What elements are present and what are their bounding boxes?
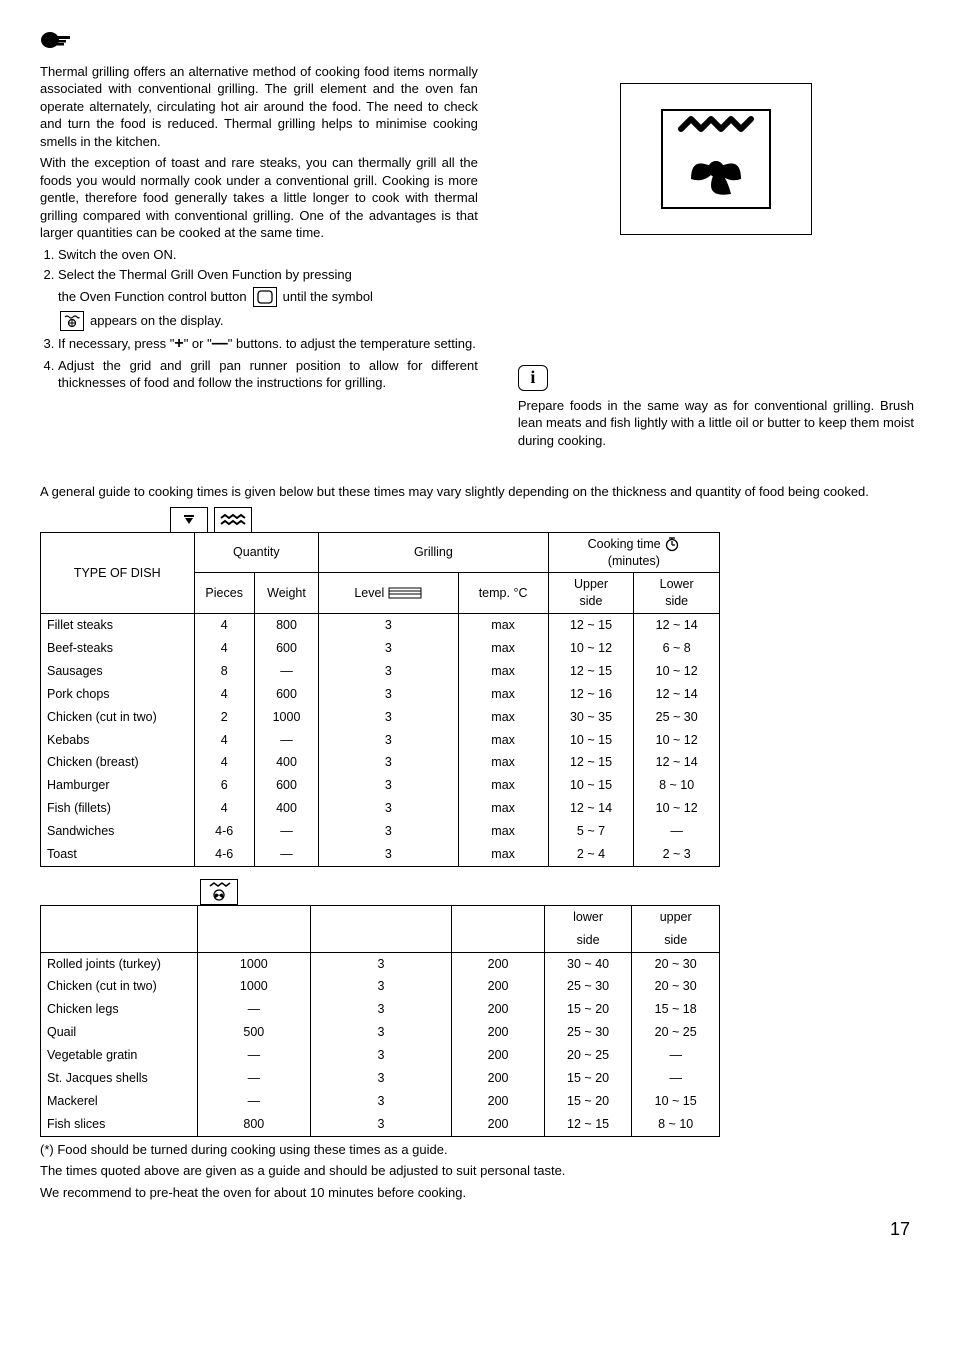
table-row: Fish slices800320012 ~ 158 ~ 10 — [41, 1113, 720, 1136]
oven-function-button-icon — [253, 287, 277, 307]
table-row: Vegetable gratin—320020 ~ 25— — [41, 1044, 720, 1067]
table-row: Pork chops46003max12 ~ 1612 ~ 14 — [41, 683, 720, 706]
fan-grill-icon — [200, 879, 238, 905]
table-row: Rolled joints (turkey)1000320030 ~ 4020 … — [41, 952, 720, 975]
t1-type-header: TYPE OF DISH — [41, 532, 195, 614]
intro-para-1: Thermal grilling offers an alternative m… — [40, 63, 478, 151]
t1-qty-header: Quantity — [194, 532, 319, 573]
page-number: 17 — [40, 1217, 914, 1241]
table-row: Toast4-6—3max2 ~ 42 ~ 3 — [41, 843, 720, 866]
info-icon: i — [518, 365, 548, 391]
grill-zigzag-icon — [214, 507, 252, 533]
thermal-grill-symbol-icon — [60, 311, 84, 331]
step-3: If necessary, press "+" or "—" buttons. … — [58, 333, 478, 355]
table-row: Hamburger66003max10 ~ 158 ~ 10 — [41, 774, 720, 797]
table-row: Chicken (cut in two)1000320025 ~ 3020 ~ … — [41, 975, 720, 998]
table-row: Quail500320025 ~ 3020 ~ 25 — [41, 1021, 720, 1044]
footnote-3: We recommend to pre-heat the oven for ab… — [40, 1184, 914, 1202]
footnote-1: (*) Food should be turned during cooking… — [40, 1141, 914, 1159]
thermal-grill-large-symbol — [620, 83, 812, 235]
table-row: Fillet steaks48003max12 ~ 1512 ~ 14 — [41, 614, 720, 637]
clock-icon — [664, 536, 680, 552]
footnote-2: The times quoted above are given as a gu… — [40, 1162, 914, 1180]
table-row: Chicken (breast)44003max12 ~ 1512 ~ 14 — [41, 751, 720, 774]
table-row: Fish (fillets)44003max12 ~ 1410 ~ 12 — [41, 797, 720, 820]
table-row: Sausages8—3max12 ~ 1510 ~ 12 — [41, 660, 720, 683]
table-row: Mackerel—320015 ~ 2010 ~ 15 — [41, 1090, 720, 1113]
table-row: Chicken (cut in two)210003max30 ~ 3525 ~… — [41, 706, 720, 729]
grilling-table: TYPE OF DISH Quantity Grilling Cooking t… — [40, 532, 720, 867]
shelf-icon — [388, 587, 422, 599]
guide-para: A general guide to cooking times is give… — [40, 483, 914, 501]
step-2: Select the Thermal Grill Oven Function b… — [58, 266, 478, 332]
t1-grilling-header: Grilling — [319, 532, 549, 573]
arrow-down-icon — [170, 507, 208, 533]
table-row: Chicken legs—320015 ~ 2015 ~ 18 — [41, 998, 720, 1021]
tip-text: Prepare foods in the same way as for con… — [518, 397, 914, 450]
table-row: Kebabs4—3max10 ~ 1510 ~ 12 — [41, 729, 720, 752]
step-1: Switch the oven ON. — [58, 246, 478, 264]
table-row: Sandwiches4-6—3max5 ~ 7— — [41, 820, 720, 843]
step-4: Adjust the grid and grill pan runner pos… — [58, 357, 478, 392]
table-row: St. Jacques shells—320015 ~ 20— — [41, 1067, 720, 1090]
hand-pointer-icon — [40, 30, 914, 55]
intro-para-2: With the exception of toast and rare ste… — [40, 154, 478, 242]
table-row: Beef-steaks46003max10 ~ 126 ~ 8 — [41, 637, 720, 660]
thermal-grill-table: lower upper side side Rolled joints (tur… — [40, 905, 720, 1137]
t1-cooktime-header: Cooking time (minutes) — [548, 532, 719, 573]
